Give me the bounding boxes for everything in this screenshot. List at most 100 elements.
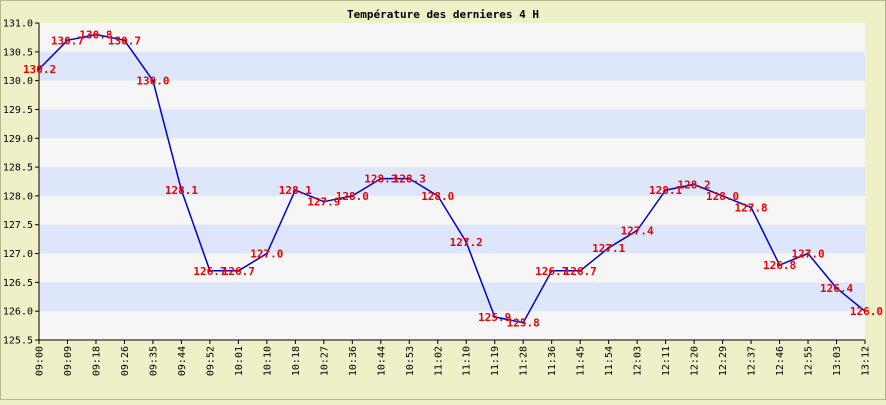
data-labels: 130.2130.7130.8130.7130.0128.1126.7126.7… — [23, 29, 883, 330]
data-point — [379, 177, 382, 180]
x-tick-label: 10:36 — [348, 346, 359, 376]
data-label: 128.3 — [364, 173, 397, 186]
data-point — [465, 240, 468, 244]
data-point — [208, 269, 212, 273]
y-axis: 125.5 126.0 126.5 127.0 127.5 128.0 128.5 129.0… — [3, 19, 40, 347]
x-tick-label: 12:03 — [633, 346, 644, 376]
data-point — [607, 246, 610, 249]
data-label: 128.3 — [393, 173, 426, 186]
x-tick-label: 11:28 — [519, 346, 530, 376]
data-point — [835, 286, 838, 290]
x-tick-label: 09:35 — [148, 346, 159, 376]
data-label: 128.2 — [678, 178, 711, 191]
series-line — [38, 33, 866, 324]
data-label: 126.7 — [222, 265, 255, 278]
data-point — [94, 33, 98, 36]
data-label: 128.0 — [421, 190, 454, 203]
plot-band — [39, 282, 865, 312]
data-point — [408, 177, 411, 180]
x-tick-label: 12:55 — [804, 346, 815, 376]
x-tick-label: 11:54 — [604, 346, 615, 376]
data-label: 130.8 — [79, 29, 112, 42]
data-label: 126.7 — [535, 265, 568, 278]
data-point — [522, 321, 525, 324]
data-point — [778, 263, 781, 267]
data-label: 130.7 — [108, 34, 141, 47]
x-tick-label: 10:10 — [262, 346, 273, 376]
data-point — [123, 39, 126, 42]
plot-band — [39, 109, 865, 139]
data-label: 126.7 — [564, 265, 597, 278]
x-tick-label: 10:27 — [319, 346, 330, 376]
x-tick-label: 09:44 — [177, 346, 188, 376]
x-tick-label: 10:44 — [376, 346, 387, 376]
y-tick-label: 130.0 — [3, 76, 33, 87]
x-tick-label: 12:46 — [775, 346, 786, 376]
data-label: 128.1 — [649, 184, 682, 197]
data-point — [37, 67, 41, 71]
x-tick-label: 09:52 — [205, 346, 216, 376]
data-point — [635, 229, 639, 232]
data-point — [66, 39, 69, 42]
x-tick-label: 12:37 — [747, 346, 758, 376]
plot-background — [39, 23, 865, 340]
x-tick-label: 09:18 — [91, 346, 102, 376]
data-point — [664, 188, 667, 192]
plot-band — [39, 138, 865, 168]
data-point — [806, 252, 810, 255]
data-label: 130.2 — [23, 63, 56, 76]
y-tick-label: 127.5 — [3, 220, 33, 231]
data-point — [322, 200, 326, 203]
x-tick-label: 11:19 — [490, 346, 501, 376]
data-label: 128.1 — [165, 184, 198, 197]
x-tick-label: 10:53 — [405, 346, 416, 376]
x-tick-label: 11:10 — [462, 346, 473, 376]
data-label: 125.9 — [478, 311, 511, 324]
y-tick-label: 131.0 — [3, 19, 33, 30]
data-point — [180, 188, 183, 192]
x-tick-label: 10:18 — [291, 346, 302, 376]
data-label: 128.1 — [279, 184, 312, 197]
data-point — [151, 79, 155, 82]
data-point — [578, 269, 582, 273]
data-point — [550, 269, 553, 273]
y-tick-label: 130.5 — [3, 47, 33, 58]
x-tick-label: 09:26 — [120, 346, 131, 376]
x-tick-label: 12:11 — [661, 346, 672, 376]
data-label: 125.8 — [507, 317, 540, 330]
data-point — [863, 309, 867, 313]
data-label: 127.4 — [621, 224, 654, 237]
data-point — [237, 269, 240, 273]
data-point — [351, 194, 354, 198]
data-label: 128.0 — [336, 190, 369, 203]
y-tick-label: 125.5 — [3, 336, 33, 347]
y-tick-label: 127.0 — [3, 249, 33, 260]
data-point — [265, 252, 269, 255]
x-tick-label: 11:02 — [433, 346, 444, 376]
data-point — [721, 194, 724, 198]
data-label: 127.8 — [735, 201, 768, 214]
data-label: 130.0 — [136, 75, 169, 88]
x-tick-label: 10:01 — [234, 346, 245, 376]
series-line-group — [37, 33, 867, 324]
data-point — [493, 315, 496, 319]
x-tick-label: 09:00 — [35, 346, 46, 376]
x-tick-label: 11:45 — [576, 346, 587, 376]
y-tick-label: 126.5 — [3, 278, 33, 289]
data-label: 126.7 — [193, 265, 226, 278]
data-label: 128.0 — [706, 190, 739, 203]
data-label: 127.1 — [592, 242, 625, 255]
data-label: 126.0 — [850, 305, 883, 318]
x-axis: 09:00 09:09 09:18 09:26 09:35 09:44 09:52 10:01… — [35, 339, 872, 376]
x-tick-label: 12:29 — [718, 346, 729, 376]
y-tick-label: 128.0 — [3, 191, 33, 202]
data-point — [692, 183, 696, 186]
data-label: 127.0 — [250, 248, 283, 261]
y-tick-label: 126.0 — [3, 307, 33, 318]
plot-band — [39, 224, 865, 254]
y-tick-label: 129.5 — [3, 105, 33, 116]
x-tick-label: 12:20 — [690, 346, 701, 376]
y-tick-label: 129.0 — [3, 134, 33, 145]
data-label: 127.2 — [450, 236, 483, 249]
